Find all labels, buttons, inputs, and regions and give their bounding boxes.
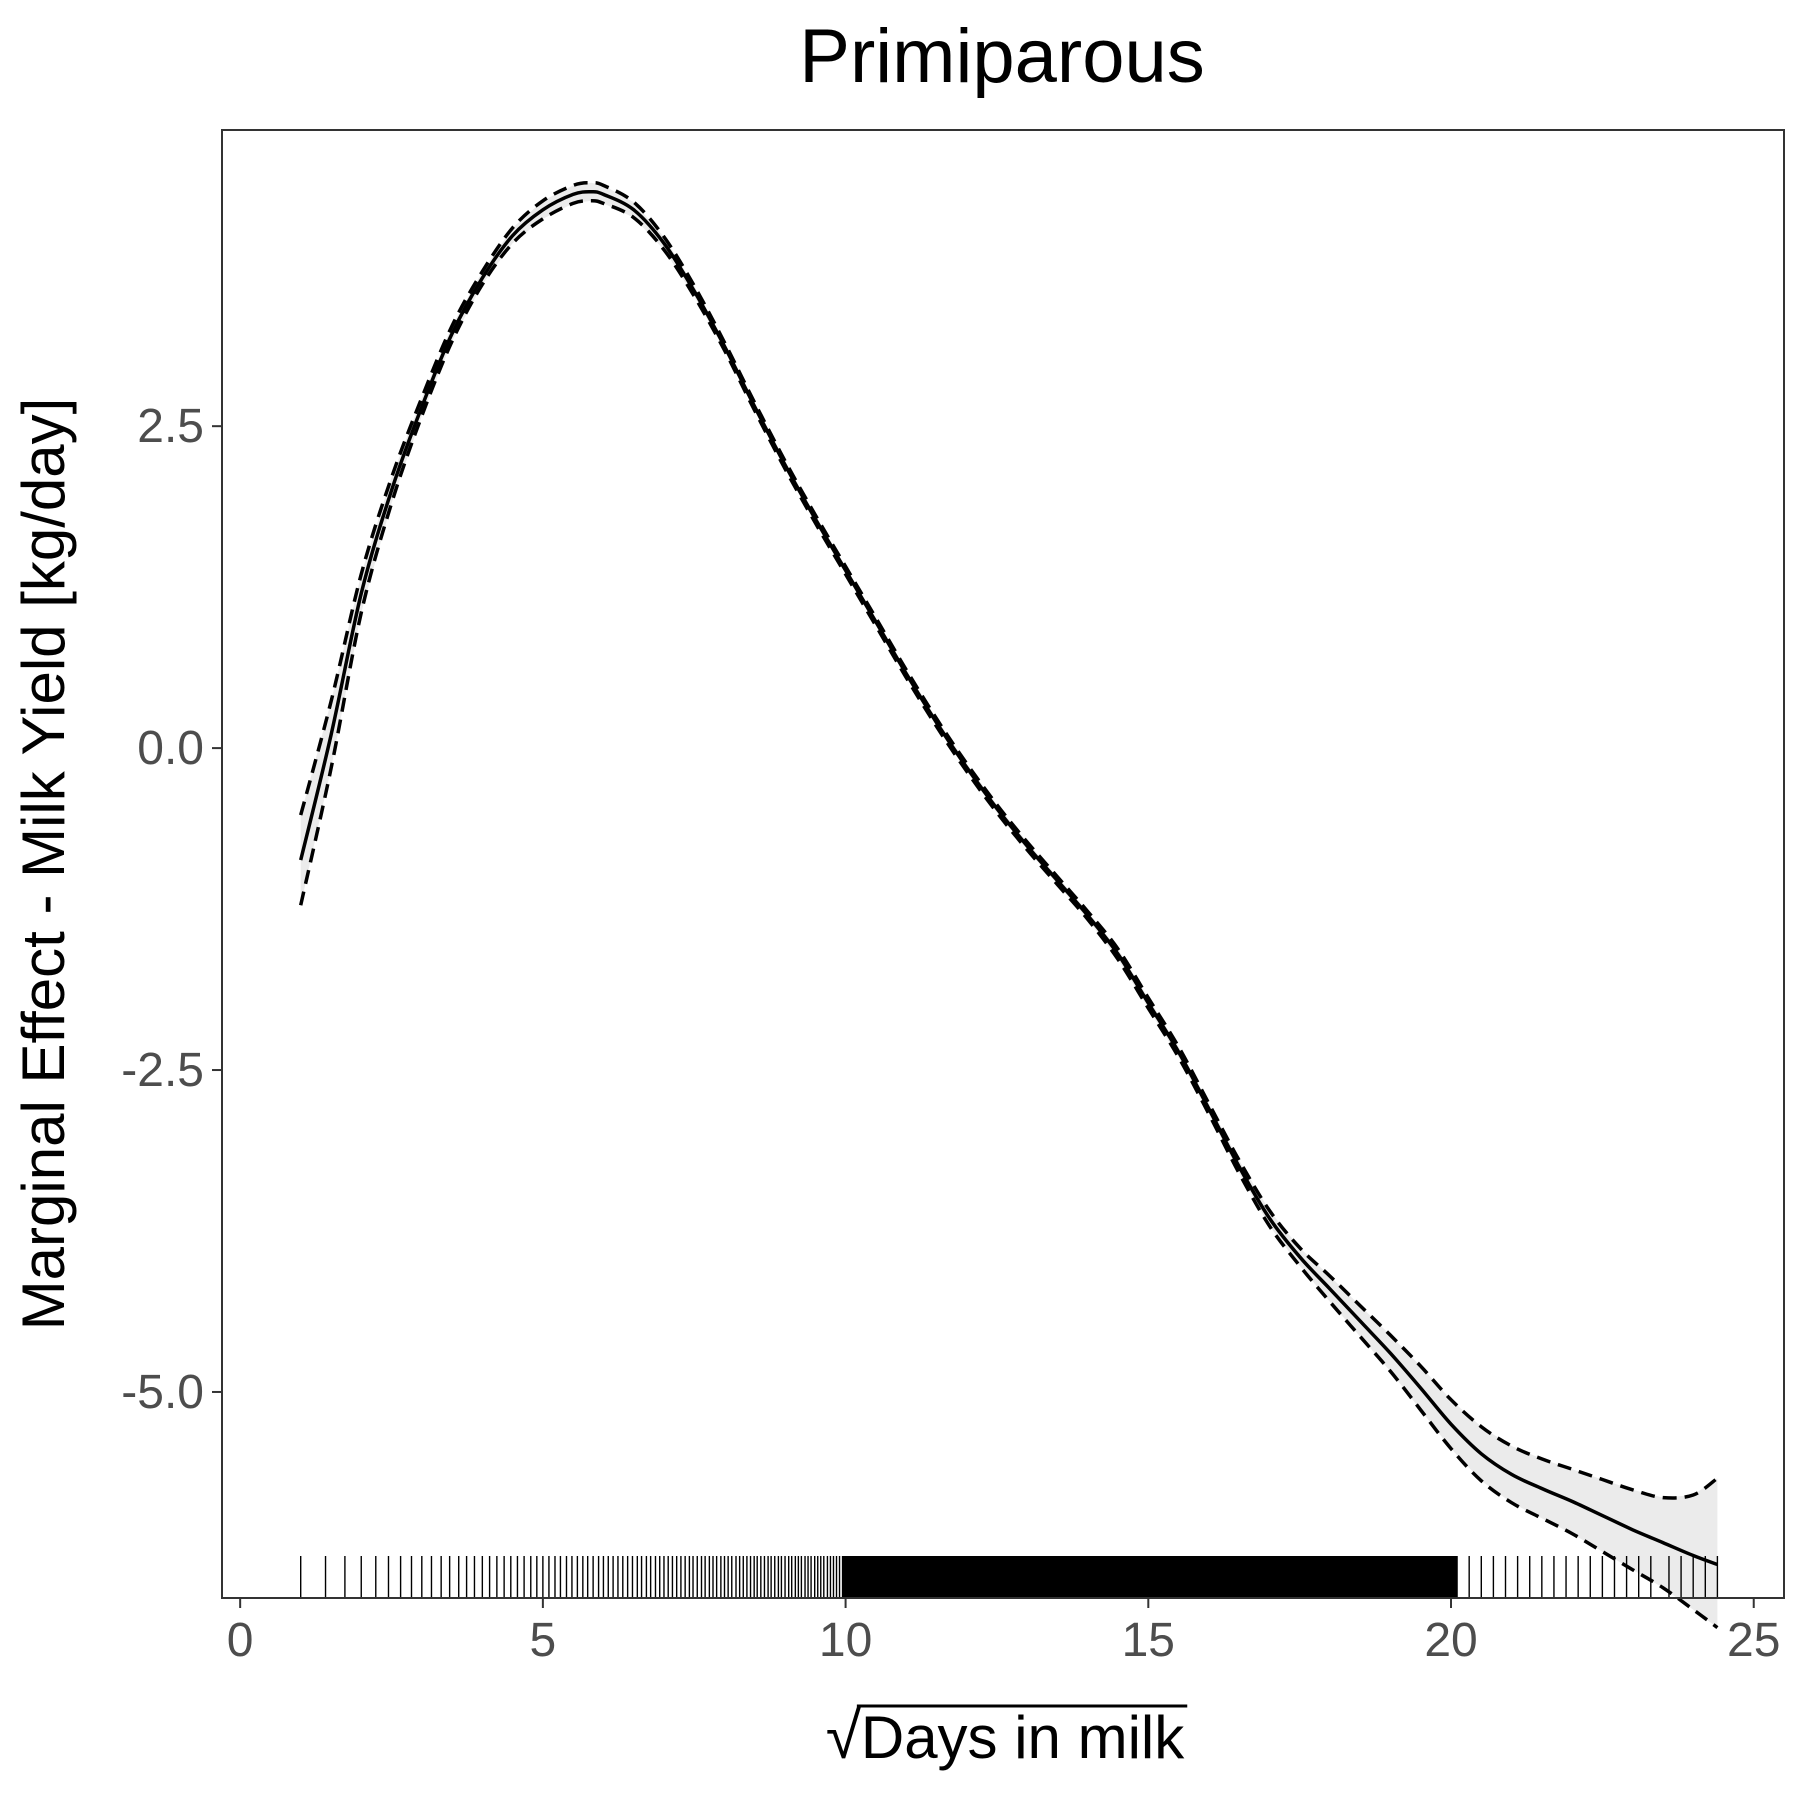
rug-dense-block: [842, 1556, 1458, 1598]
y-tick-label: 0.0: [137, 722, 204, 775]
x-tick-label: 20: [1424, 1614, 1477, 1667]
y-tick-label: -2.5: [121, 1044, 204, 1097]
confidence-band: [300, 182, 1718, 1628]
plot-panel: [221, 129, 1785, 1629]
upper-bound-line: [299, 181, 1719, 1500]
lower-bound-line: [298, 199, 1719, 1629]
x-axis: 0 5 10 15 20 25: [227, 1598, 1780, 1667]
y-axis-title: Marginal Effect - Milk Yield [kg/day]: [10, 398, 77, 1331]
x-tick-label: 25: [1727, 1614, 1780, 1667]
panel-background: [222, 130, 1784, 1598]
x-tick-label: 15: [1122, 1614, 1175, 1667]
y-tick-label: -5.0: [121, 1366, 204, 1419]
x-tick-label: 5: [530, 1614, 557, 1667]
x-axis-title-text: Days in milk: [861, 1704, 1185, 1771]
chart-title: Primiparous: [799, 14, 1204, 99]
y-axis: 2.5 0.0 -2.5 -5.0: [121, 400, 222, 1419]
x-tick-label: 10: [819, 1614, 872, 1667]
rug-marks: [300, 1556, 1719, 1598]
y-tick-label: 2.5: [137, 400, 204, 453]
sqrt-symbol: √: [826, 1700, 862, 1772]
estimate-line: [299, 190, 1719, 1567]
x-axis-title: √Days in milk: [826, 1700, 1186, 1772]
x-tick-label: 0: [227, 1614, 254, 1667]
panel-border: [221, 129, 1785, 1599]
